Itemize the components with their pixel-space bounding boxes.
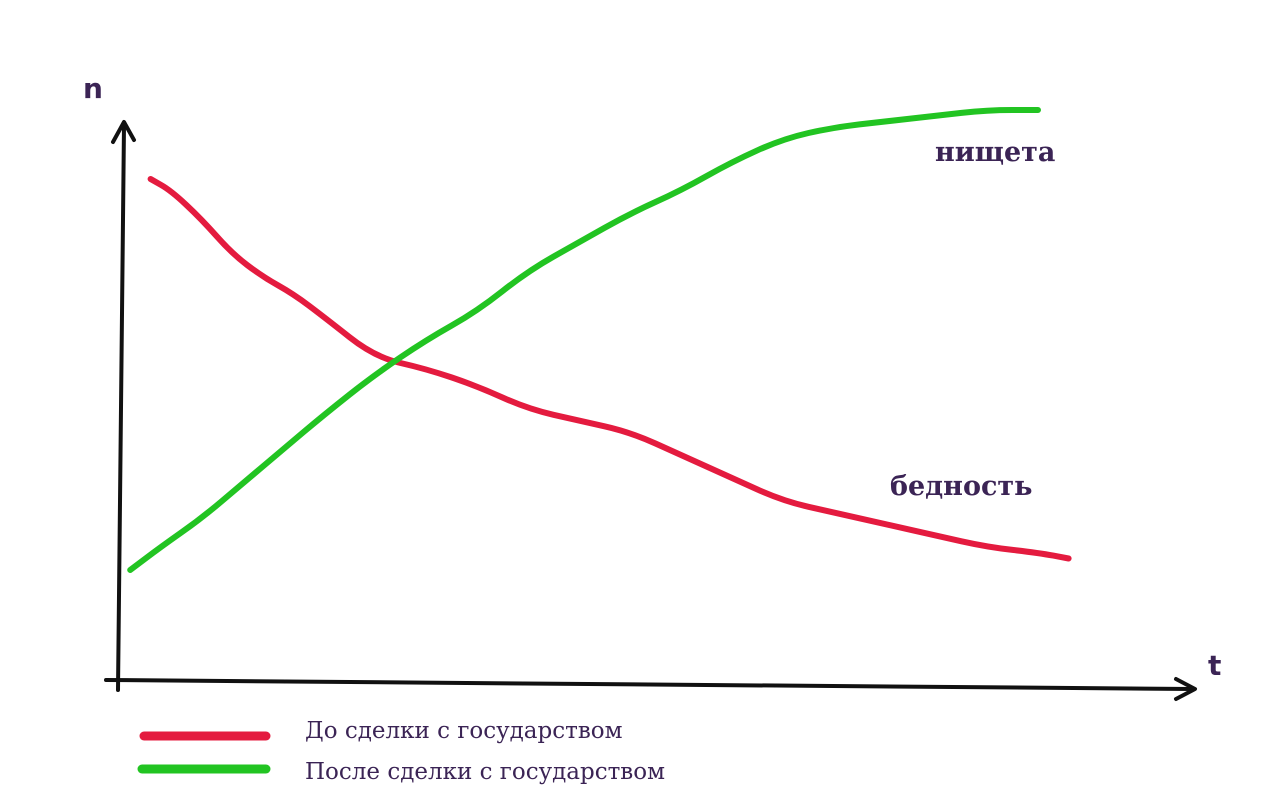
series-line-before [147, 176, 1072, 562]
x-axis-label: t [1208, 649, 1221, 682]
series-line-after [127, 107, 1041, 573]
y-axis [116, 123, 126, 692]
legend-label-before: До сделки с государством [305, 718, 623, 744]
series-label-poverty: бедность [890, 471, 1032, 502]
x-axis-arrow [1174, 677, 1197, 701]
x-axis [104, 678, 1194, 691]
y-axis-arrow [111, 120, 136, 144]
series-label-destitution: нищета [935, 137, 1055, 168]
series-layer [127, 107, 1072, 573]
legend-label-after: После сделки с государством [305, 759, 665, 785]
legend: До сделки с государством После сделки с … [137, 718, 665, 785]
y-axis-label: n [83, 72, 103, 105]
